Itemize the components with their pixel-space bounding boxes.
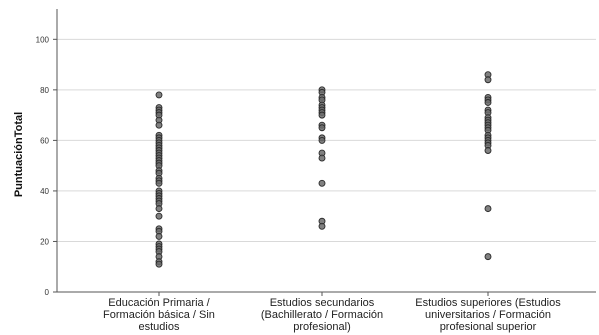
data-point: [484, 76, 492, 84]
data-point: [484, 205, 492, 213]
data-point: [318, 136, 326, 144]
data-point: [318, 222, 326, 230]
data-point: [318, 179, 326, 187]
data-point: [155, 212, 163, 220]
y-tick-label: 60: [40, 136, 49, 145]
data-point: [155, 179, 163, 187]
x-category-labels: Educación Primaria /Formación básica / S…: [103, 297, 561, 333]
x-category-label: profesional): [293, 321, 350, 333]
x-category-label: Formación básica / Sin: [103, 309, 215, 321]
data-point: [155, 205, 163, 213]
x-category-label: Estudios superiores (Estudios: [415, 297, 561, 309]
data-point: [318, 111, 326, 119]
y-axis-title: PuntuaciónTotal: [13, 112, 25, 197]
y-tick-label: 80: [40, 86, 49, 95]
grid-lines: [57, 38, 596, 242]
x-category-label: profesional superior: [440, 321, 537, 333]
x-category-label: universitarios / Formación: [425, 309, 551, 321]
y-tick-label: 20: [40, 237, 49, 246]
y-tick-label: 100: [36, 35, 50, 44]
data-point: [155, 232, 163, 240]
data-point: [318, 154, 326, 162]
y-tick-label: 40: [40, 187, 49, 196]
data-point: [318, 124, 326, 132]
x-category-label: (Bachillerato / Formación: [261, 309, 383, 321]
data-point: [484, 99, 492, 106]
data-point: [155, 121, 163, 129]
y-tick-label: 0: [45, 288, 50, 297]
x-category-label: Estudios secundarios: [270, 297, 375, 309]
data-point: [484, 147, 492, 154]
data-point: [155, 91, 163, 99]
data-point: [484, 253, 492, 261]
data-points: [155, 71, 492, 268]
data-point: [155, 260, 163, 268]
x-category-label: estudios: [139, 321, 180, 333]
x-category-label: Educación Primaria /: [108, 297, 210, 309]
axes: [53, 9, 596, 296]
y-tick-labels: 0 20 40 60 80 100: [36, 35, 50, 297]
